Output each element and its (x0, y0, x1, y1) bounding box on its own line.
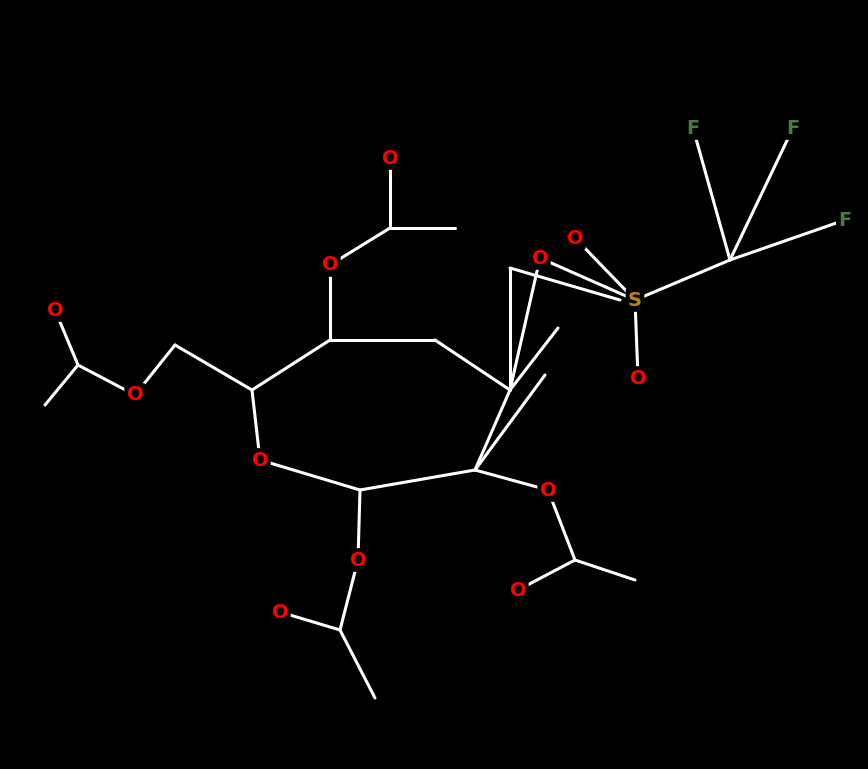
Text: O: O (532, 248, 549, 268)
Text: O: O (47, 301, 63, 319)
Text: S: S (628, 291, 642, 309)
Text: F: F (786, 118, 799, 138)
Text: O: O (540, 481, 556, 500)
Text: O: O (510, 581, 526, 600)
Text: F: F (687, 118, 700, 138)
Text: O: O (350, 551, 366, 570)
Text: O: O (567, 228, 583, 248)
Text: O: O (272, 602, 288, 621)
Text: O: O (382, 148, 398, 168)
Text: O: O (322, 255, 339, 275)
Text: O: O (252, 451, 268, 470)
Text: O: O (127, 385, 143, 404)
Text: F: F (838, 211, 852, 229)
Text: O: O (629, 368, 647, 388)
